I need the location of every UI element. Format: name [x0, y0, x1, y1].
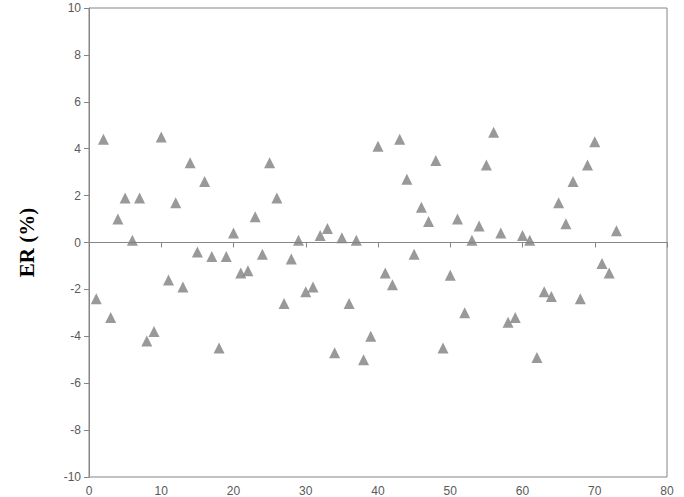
svg-text:0: 0 — [74, 236, 81, 250]
svg-text:30: 30 — [299, 484, 313, 497]
svg-text:-6: -6 — [70, 376, 81, 390]
svg-text:10: 10 — [68, 1, 82, 15]
svg-text:-2: -2 — [70, 282, 81, 296]
svg-text:70: 70 — [588, 484, 602, 497]
svg-text:60: 60 — [516, 484, 530, 497]
svg-text:40: 40 — [371, 484, 385, 497]
svg-text:80: 80 — [660, 484, 674, 497]
svg-text:8: 8 — [74, 48, 81, 62]
svg-text:50: 50 — [444, 484, 458, 497]
svg-text:-8: -8 — [70, 423, 81, 437]
svg-text:-4: -4 — [70, 329, 81, 343]
svg-text:10: 10 — [155, 484, 169, 497]
svg-text:2: 2 — [74, 189, 81, 203]
svg-text:ER (%): ER (%) — [15, 208, 39, 277]
svg-text:20: 20 — [227, 484, 241, 497]
svg-text:-10: -10 — [64, 470, 82, 484]
svg-text:4: 4 — [74, 142, 81, 156]
svg-text:0: 0 — [86, 484, 93, 497]
svg-text:6: 6 — [74, 95, 81, 109]
